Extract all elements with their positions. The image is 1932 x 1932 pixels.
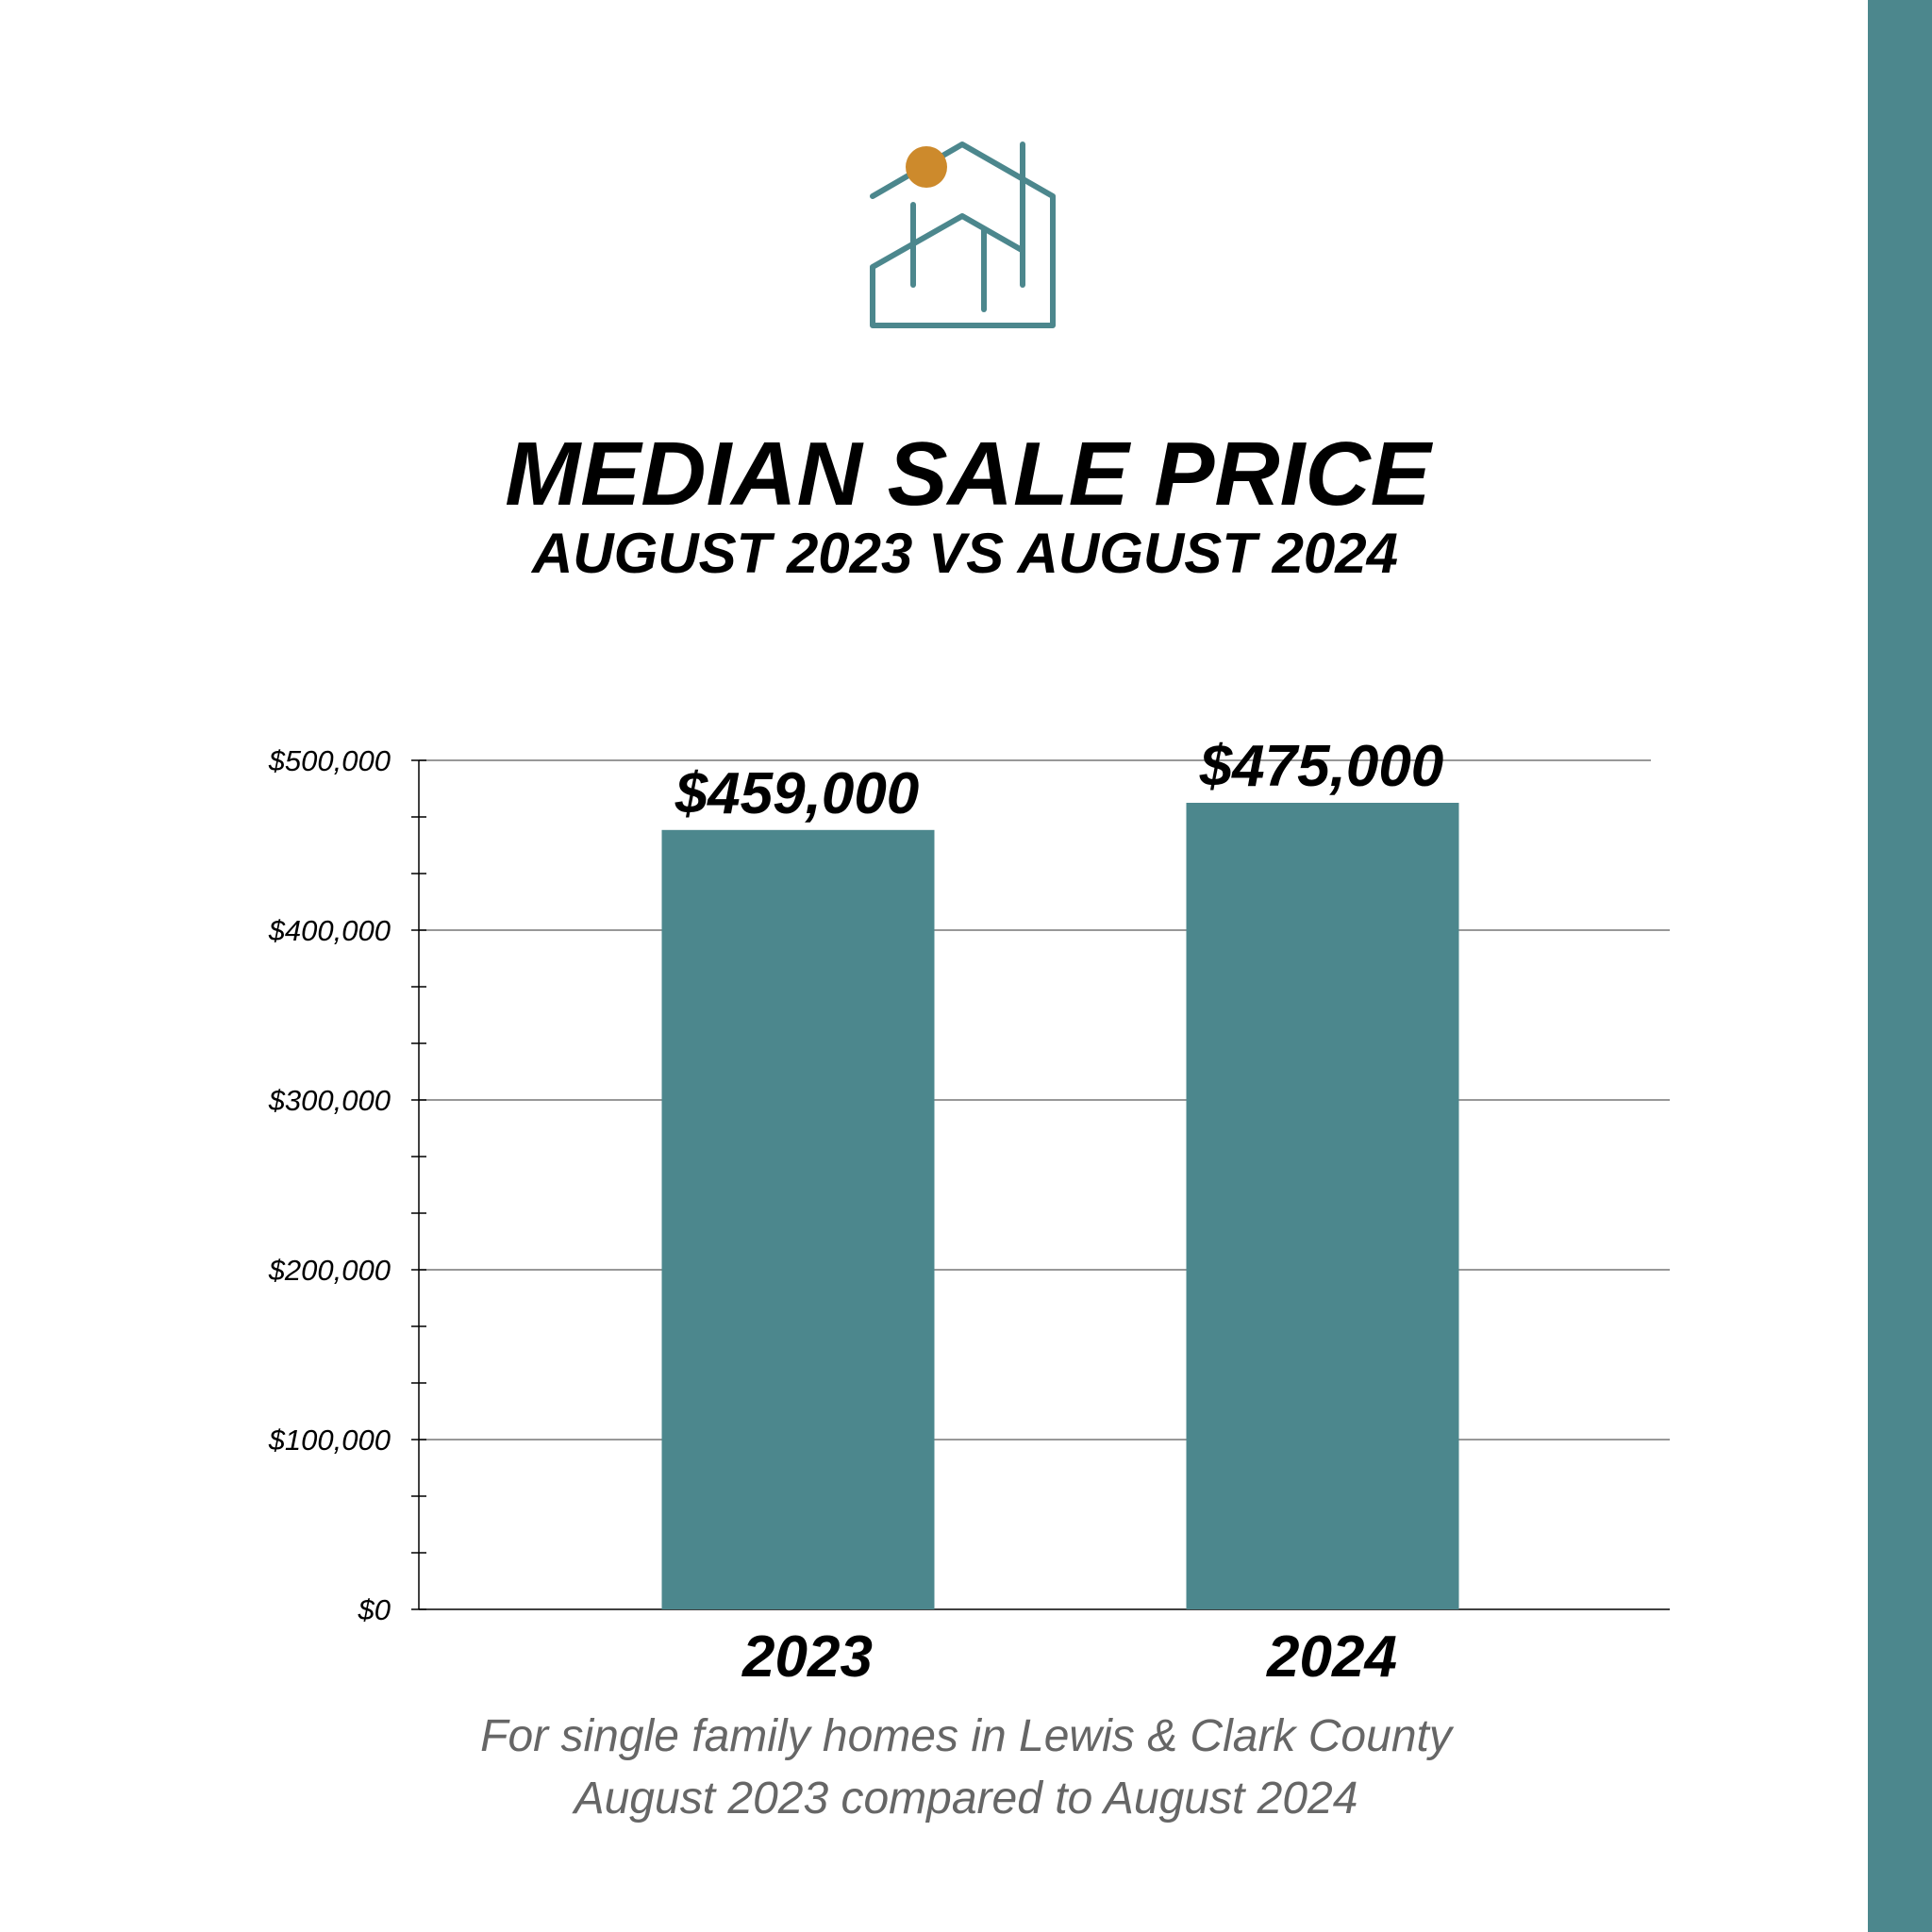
data-label: $475,000	[1199, 734, 1444, 799]
footnote-line-2: August 2023 compared to August 2024	[572, 1774, 1358, 1824]
chart-title: MEDIAN SALE PRICE	[505, 424, 1433, 525]
x-tick-label: 2024	[1266, 1624, 1397, 1690]
footnote-line-1: For single family homes in Lewis & Clark…	[480, 1711, 1455, 1761]
side-accent-bar	[1868, 0, 1932, 1932]
data-labels: $459,000 2023 $475,000 2024	[675, 734, 1444, 1690]
y-tick-label: $100,000	[268, 1424, 391, 1457]
y-tick-label: $200,000	[268, 1254, 391, 1287]
y-tick-label: $300,000	[268, 1084, 391, 1117]
chart-subtitle: AUGUST 2023 VS AUGUST 2024	[530, 522, 1398, 585]
bar-2024	[1186, 803, 1459, 1609]
y-tick-label: $400,000	[268, 914, 391, 947]
y-axis: $0 $100,000 $200,000 $300,000 $400,000 $500,0…	[268, 744, 1670, 1626]
bars	[661, 803, 1459, 1609]
bar-2023	[661, 829, 935, 1609]
y-tick-label: $500,000	[268, 744, 391, 777]
y-tick-label: $0	[358, 1593, 391, 1626]
data-label: $459,000	[675, 761, 920, 826]
house-sun-logo-icon	[870, 142, 1056, 328]
x-tick-label: 2023	[741, 1624, 873, 1690]
gridlines	[419, 759, 1670, 1441]
